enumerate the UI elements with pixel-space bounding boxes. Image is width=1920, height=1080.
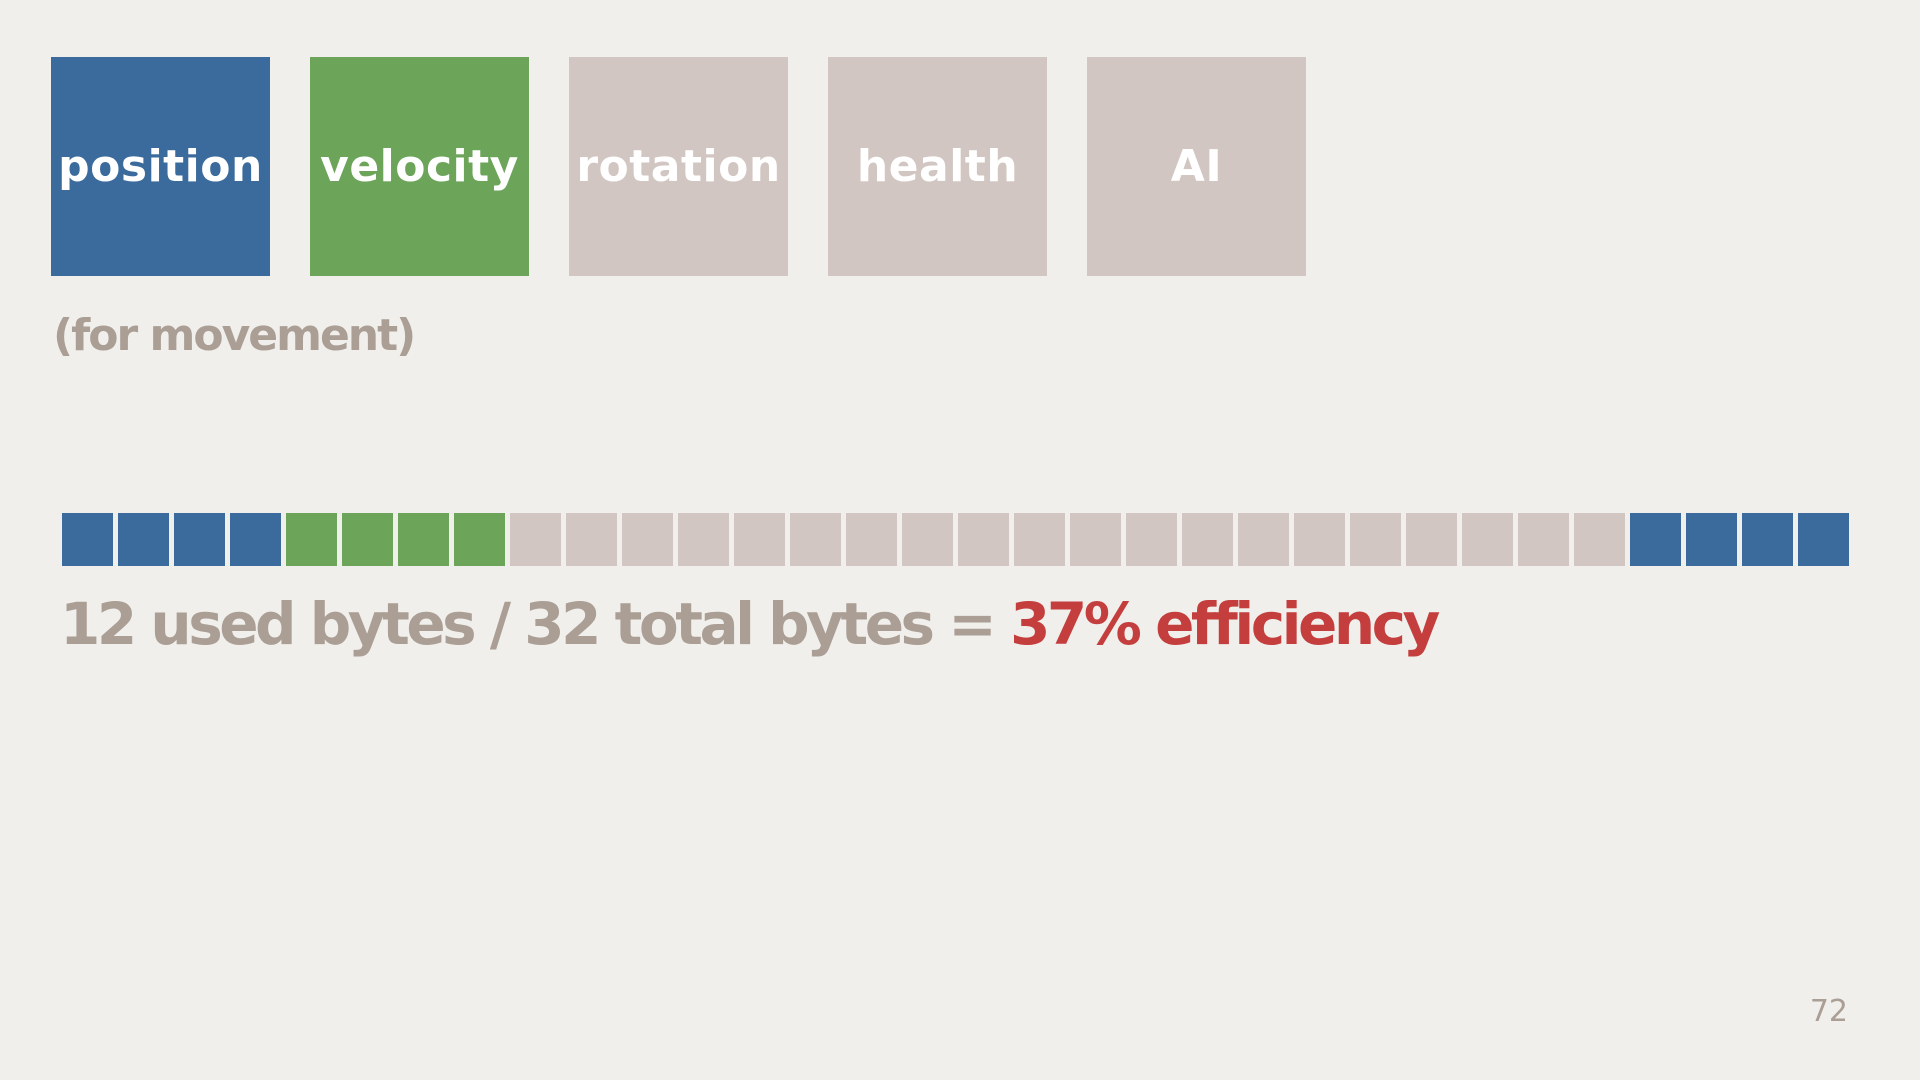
byte-cell-position [118,513,169,566]
byte-cell-unused [734,513,785,566]
efficiency-highlight: 37% efficiency [1010,590,1440,658]
byte-cell-position [62,513,113,566]
component-position: position [51,57,270,276]
byte-cell-position [1630,513,1681,566]
byte-cell-unused [622,513,673,566]
byte-cell-unused [790,513,841,566]
summary-text: 12 used bytes / 32 total bytes = [60,590,1011,658]
component-velocity: velocity [310,57,529,276]
component-velocity-label: velocity [320,141,519,192]
byte-cell-position [1686,513,1737,566]
byte-cell-unused [1406,513,1457,566]
byte-cell-velocity [454,513,505,566]
byte-cell-position [230,513,281,566]
byte-cell-unused [902,513,953,566]
component-rotation: rotation [569,57,788,276]
byte-cell-unused [566,513,617,566]
byte-cell-unused [1182,513,1233,566]
component-health-label: health [856,141,1019,192]
component-position-label: position [58,141,263,192]
byte-cell-velocity [398,513,449,566]
byte-cell-unused [1462,513,1513,566]
page-number: 72 [1809,994,1848,1029]
component-rotation-label: rotation [576,141,781,192]
byte-cell-unused [1294,513,1345,566]
byte-cell-unused [1574,513,1625,566]
byte-cell-velocity [342,513,393,566]
component-health: health [828,57,1047,276]
byte-cell-unused [1350,513,1401,566]
efficiency-summary: 12 used bytes / 32 total bytes = 37% eff… [60,590,1440,658]
byte-cell-unused [510,513,561,566]
byte-cell-unused [1014,513,1065,566]
subnote: (for movement) [53,310,416,361]
byte-cell-position [1798,513,1849,566]
byte-cell-unused [1518,513,1569,566]
byte-strip [62,513,1849,566]
byte-cell-position [174,513,225,566]
byte-cell-position [1742,513,1793,566]
byte-cell-unused [1070,513,1121,566]
byte-cell-unused [958,513,1009,566]
component-ai-label: AI [1170,141,1223,192]
byte-cell-velocity [286,513,337,566]
byte-cell-unused [1126,513,1177,566]
component-ai: AI [1087,57,1306,276]
byte-cell-unused [846,513,897,566]
byte-cell-unused [1238,513,1289,566]
byte-cell-unused [678,513,729,566]
component-row: position velocity rotation health AI [51,57,1306,276]
